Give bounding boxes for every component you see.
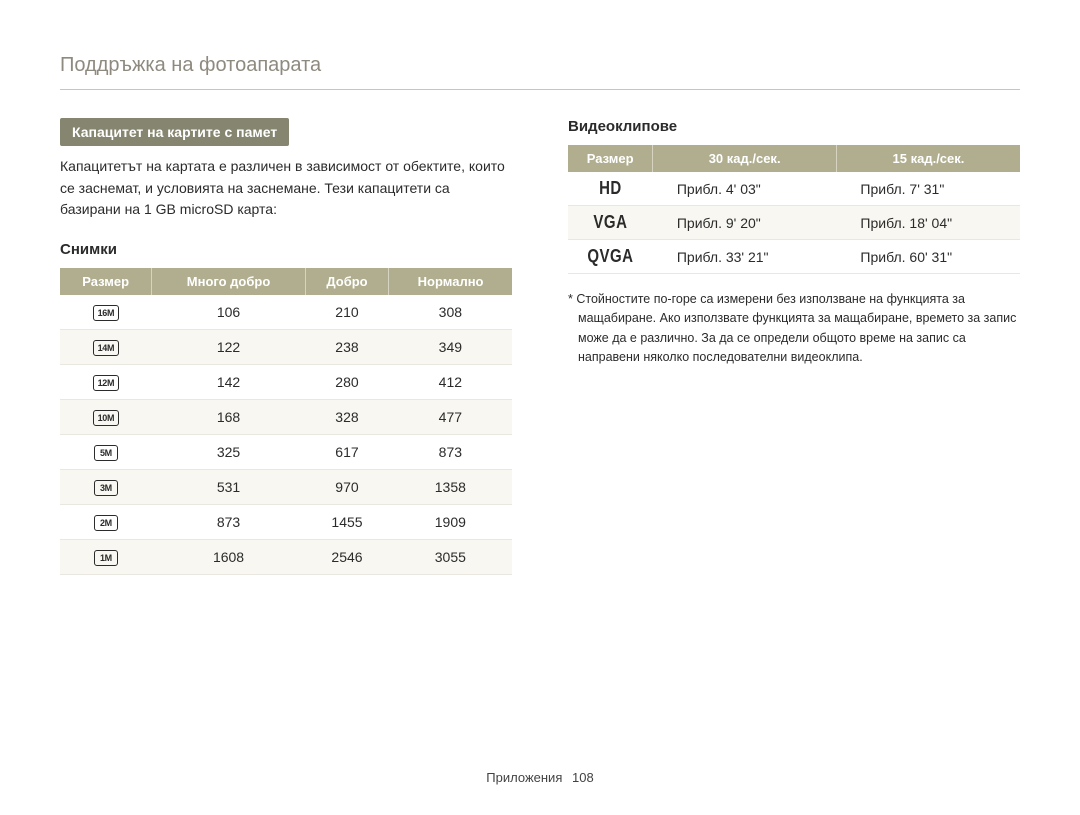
- footnote-text: * Стойностите по-горе са измерени без из…: [568, 290, 1020, 368]
- photo-col-size: Размер: [60, 268, 152, 295]
- photo-value-cell: 349: [389, 330, 512, 365]
- video-size-cell: VGA: [568, 206, 653, 240]
- photo-size-cell: 5M: [60, 435, 152, 470]
- photo-value-cell: 3055: [389, 540, 512, 575]
- video-col-size: Размер: [568, 145, 653, 172]
- video-col-30fps: 30 кад./сек.: [653, 145, 837, 172]
- photo-value-cell: 531: [152, 470, 306, 505]
- photo-value-cell: 970: [305, 470, 388, 505]
- photo-value-cell: 238: [305, 330, 388, 365]
- table-row: 14M 122238349: [60, 330, 512, 365]
- photo-size-icon: 14M: [93, 340, 120, 356]
- photo-size-cell: 16M: [60, 295, 152, 330]
- table-row: 2M 87314551909: [60, 505, 512, 540]
- video-size-cell: QVGA: [568, 240, 653, 274]
- photo-value-cell: 328: [305, 400, 388, 435]
- video-size-icon: VGA: [593, 212, 627, 233]
- table-row: VGA Прибл. 9' 20"Прибл. 18' 04": [568, 206, 1020, 240]
- photo-size-icon: 2M: [94, 515, 118, 531]
- photo-value-cell: 1358: [389, 470, 512, 505]
- photo-value-cell: 142: [152, 365, 306, 400]
- video-value-cell: Прибл. 18' 04": [836, 206, 1020, 240]
- photo-value-cell: 210: [305, 295, 388, 330]
- photo-value-cell: 412: [389, 365, 512, 400]
- table-row: 1M 160825463055: [60, 540, 512, 575]
- page-footer: Приложения 108: [0, 770, 1080, 785]
- table-row: 10M 168328477: [60, 400, 512, 435]
- photo-value-cell: 1909: [389, 505, 512, 540]
- photo-size-cell: 12M: [60, 365, 152, 400]
- left-column: Капацитет на картите с памет Капацитетът…: [60, 118, 512, 575]
- content-columns: Капацитет на картите с памет Капацитетът…: [60, 118, 1020, 575]
- memory-capacity-badge: Капацитет на картите с памет: [60, 118, 289, 146]
- photo-value-cell: 122: [152, 330, 306, 365]
- table-row: 12M 142280412: [60, 365, 512, 400]
- video-col-15fps: 15 кад./сек.: [836, 145, 1020, 172]
- photo-value-cell: 1455: [305, 505, 388, 540]
- photo-size-icon: 12M: [93, 375, 120, 391]
- photo-col-normal: Нормално: [389, 268, 512, 295]
- photo-size-cell: 2M: [60, 505, 152, 540]
- photo-value-cell: 873: [389, 435, 512, 470]
- video-value-cell: Прибл. 33' 21": [653, 240, 837, 274]
- photo-size-icon: 1M: [94, 550, 118, 566]
- photo-size-cell: 3M: [60, 470, 152, 505]
- video-size-cell: HD: [568, 172, 653, 206]
- video-size-icon: QVGA: [587, 246, 633, 267]
- photo-value-cell: 168: [152, 400, 306, 435]
- videos-table: Размер 30 кад./сек. 15 кад./сек. HD Прибл…: [568, 145, 1020, 274]
- photo-value-cell: 1608: [152, 540, 306, 575]
- photo-size-cell: 14M: [60, 330, 152, 365]
- video-value-cell: Прибл. 60' 31": [836, 240, 1020, 274]
- photo-value-cell: 873: [152, 505, 306, 540]
- right-column: Видеоклипове Размер 30 кад./сек. 15 кад.…: [568, 118, 1020, 575]
- photo-size-icon: 5M: [94, 445, 118, 461]
- intro-text: Капацитетът на картата е различен в зави…: [60, 156, 512, 221]
- photo-size-cell: 1M: [60, 540, 152, 575]
- table-row: QVGA Прибл. 33' 21"Прибл. 60' 31": [568, 240, 1020, 274]
- table-row: HD Прибл. 4' 03"Прибл. 7' 31": [568, 172, 1020, 206]
- photo-value-cell: 106: [152, 295, 306, 330]
- photo-value-cell: 477: [389, 400, 512, 435]
- video-value-cell: Прибл. 4' 03": [653, 172, 837, 206]
- footer-label: Приложения: [486, 770, 562, 785]
- photo-size-icon: 10M: [93, 410, 120, 426]
- photos-table: Размер Много добро Добро Нормално 16M 106…: [60, 268, 512, 575]
- photo-size-icon: 16M: [93, 305, 120, 321]
- video-value-cell: Прибл. 7' 31": [836, 172, 1020, 206]
- table-row: 16M 106210308: [60, 295, 512, 330]
- photo-value-cell: 280: [305, 365, 388, 400]
- video-size-icon: HD: [599, 178, 622, 199]
- photo-col-vg: Много добро: [152, 268, 306, 295]
- table-row: 5M 325617873: [60, 435, 512, 470]
- photo-value-cell: 325: [152, 435, 306, 470]
- videos-subhead: Видеоклипове: [568, 118, 1020, 135]
- footer-page-number: 108: [572, 770, 594, 785]
- photo-col-good: Добро: [305, 268, 388, 295]
- video-value-cell: Прибл. 9' 20": [653, 206, 837, 240]
- photo-value-cell: 308: [389, 295, 512, 330]
- photos-subhead: Снимки: [60, 241, 512, 258]
- photo-value-cell: 617: [305, 435, 388, 470]
- photo-size-icon: 3M: [94, 480, 118, 496]
- page-title: Поддръжка на фотоапарата: [60, 54, 1020, 90]
- photo-size-cell: 10M: [60, 400, 152, 435]
- table-row: 3M 5319701358: [60, 470, 512, 505]
- photo-value-cell: 2546: [305, 540, 388, 575]
